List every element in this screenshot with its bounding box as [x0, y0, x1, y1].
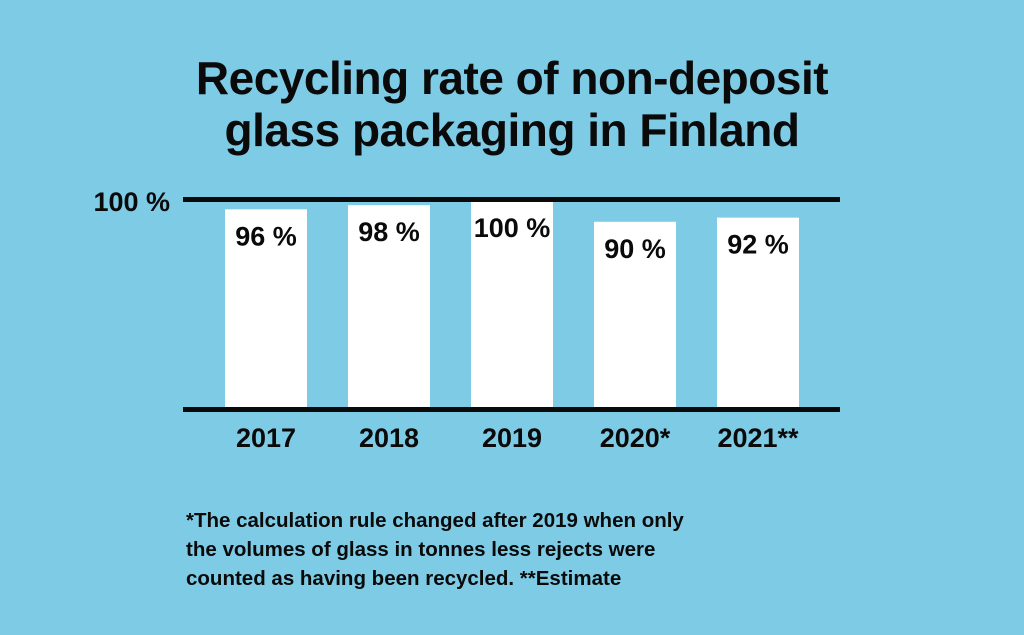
x-tick-label-2020: 2020*: [600, 423, 671, 453]
y-tick-label-100: 100 %: [93, 187, 170, 217]
bar-2020: [594, 221, 676, 409]
footnote: *The calculation rule changed after 2019…: [186, 506, 886, 593]
value-label-2021: 92 %: [727, 230, 789, 260]
bars-group: [225, 201, 799, 409]
x-tick-label-2021: 2021**: [717, 423, 799, 453]
x-tick-label-2019: 2019: [482, 423, 542, 453]
bar-2018: [348, 205, 430, 409]
value-label-2017: 96 %: [235, 221, 297, 251]
value-label-2020: 90 %: [604, 234, 666, 264]
footnote-line-2: the volumes of glass in tonnes less reje…: [186, 538, 656, 561]
value-label-2019: 100 %: [474, 213, 551, 243]
bar-2017: [225, 209, 307, 409]
bar-2019: [471, 201, 553, 409]
x-tick-labels: 2017 2018 2019 2020* 2021**: [236, 423, 799, 453]
x-tick-label-2017: 2017: [236, 423, 296, 453]
chart-title: Recycling rate of non-deposit glass pack…: [0, 52, 1024, 156]
value-label-2018: 98 %: [358, 217, 420, 247]
footnote-line-3: counted as having been recycled. **Estim…: [186, 567, 622, 590]
chart-title-line-1: Recycling rate of non-deposit: [195, 52, 829, 104]
chart-title-line-2: glass packaging in Finland: [224, 104, 800, 156]
bar-2021: [717, 217, 799, 409]
value-labels: 96 % 98 % 100 % 90 % 92 %: [235, 213, 789, 264]
x-tick-label-2018: 2018: [359, 423, 419, 453]
footnote-line-1: *The calculation rule changed after 2019…: [186, 509, 684, 532]
